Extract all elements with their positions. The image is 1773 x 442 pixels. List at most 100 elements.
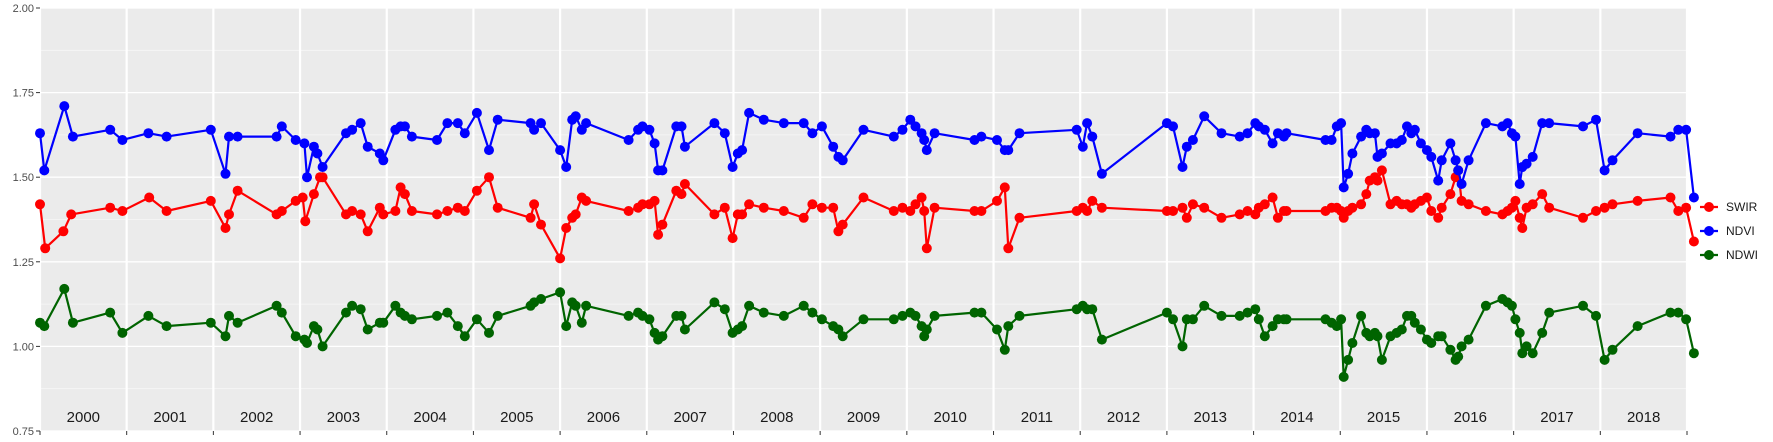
data-point [1415, 324, 1426, 335]
data-point [362, 226, 373, 237]
data-point [105, 307, 116, 318]
data-point [807, 128, 818, 139]
data-point [1632, 195, 1643, 206]
data-point [581, 118, 592, 129]
data-point [676, 310, 687, 321]
data-point [719, 128, 730, 139]
data-point [1688, 348, 1699, 359]
data-point [1599, 165, 1610, 176]
data-point [992, 195, 1002, 206]
data-point [1168, 206, 1178, 216]
data-point [1356, 131, 1367, 142]
data-point [1463, 155, 1474, 166]
data-point [1242, 307, 1253, 318]
data-point [390, 206, 401, 216]
data-point [1665, 192, 1676, 203]
data-point [744, 107, 755, 118]
data-point [452, 118, 463, 129]
data-point [919, 135, 930, 145]
data-point [921, 243, 932, 254]
data-point [1456, 341, 1467, 352]
y-tick-label: 1.75 [13, 88, 34, 100]
data-point [67, 131, 78, 142]
data-point [406, 314, 417, 325]
data-point [1372, 175, 1383, 186]
data-point [709, 118, 720, 129]
year-label: 2000 [67, 409, 100, 426]
data-point [744, 300, 755, 311]
data-point [1426, 338, 1437, 348]
data-point [555, 287, 566, 298]
year-label: 2012 [1107, 409, 1140, 426]
data-point [312, 324, 323, 335]
data-point [117, 135, 128, 145]
data-point [105, 124, 116, 135]
data-point [897, 124, 908, 135]
year-label: 2004 [413, 409, 446, 426]
data-point [276, 307, 287, 318]
data-point [637, 199, 648, 210]
data-point [1376, 148, 1387, 159]
data-point [737, 321, 748, 332]
y-axis: 0.75 1.00 1.25 1.50 1.75 2.00 [13, 3, 40, 438]
data-point [1168, 314, 1178, 325]
data-point [1673, 206, 1684, 216]
data-point [657, 219, 668, 230]
data-point [1537, 189, 1548, 200]
data-point [271, 300, 282, 311]
data-point [976, 206, 987, 216]
data-point [406, 131, 417, 142]
data-point [1415, 138, 1426, 149]
data-point [921, 145, 932, 156]
data-point [1082, 206, 1093, 216]
data-point [1673, 124, 1684, 135]
data-point [1077, 141, 1088, 152]
year-label: 2002 [240, 409, 273, 426]
data-point [1681, 314, 1692, 325]
data-point [1234, 209, 1245, 220]
data-point [1242, 128, 1253, 139]
data-point [459, 128, 470, 139]
year-labels: 2000 2001 2002 2003 2004 2005 2006 2007 2008 2009… [67, 409, 1661, 426]
data-point [1537, 118, 1548, 129]
data-point [1096, 168, 1107, 179]
data-point [205, 124, 216, 135]
data-point [117, 327, 128, 338]
data-point [220, 331, 231, 342]
data-point [816, 202, 827, 213]
data-point [355, 209, 366, 220]
data-point [58, 226, 69, 237]
data-point [1632, 128, 1643, 139]
data-point [471, 314, 482, 325]
data-point [816, 121, 827, 132]
data-point [525, 212, 536, 223]
data-point [623, 206, 634, 216]
data-point [39, 165, 50, 176]
data-point [1187, 314, 1198, 325]
data-point [1426, 151, 1437, 162]
data-point [1544, 307, 1555, 318]
data-point [581, 195, 592, 206]
data-point [1177, 341, 1188, 352]
data-point [758, 307, 769, 318]
data-point [969, 206, 980, 216]
year-label: 2001 [153, 409, 186, 426]
data-point [1199, 202, 1210, 213]
data-point [807, 307, 818, 318]
data-point [105, 202, 116, 213]
year-label: 2018 [1627, 409, 1660, 426]
data-point [1537, 327, 1548, 338]
data-point [59, 101, 70, 112]
data-point [798, 118, 809, 129]
data-point [1096, 202, 1107, 213]
data-point [1665, 131, 1676, 142]
data-point [1436, 331, 1447, 342]
major-grid [40, 7, 1687, 432]
data-point [1187, 199, 1198, 210]
data-point [484, 327, 494, 338]
data-point [1578, 300, 1588, 311]
data-point [798, 300, 809, 311]
data-point [1688, 236, 1699, 247]
data-point [317, 341, 328, 352]
data-point [1168, 121, 1178, 132]
